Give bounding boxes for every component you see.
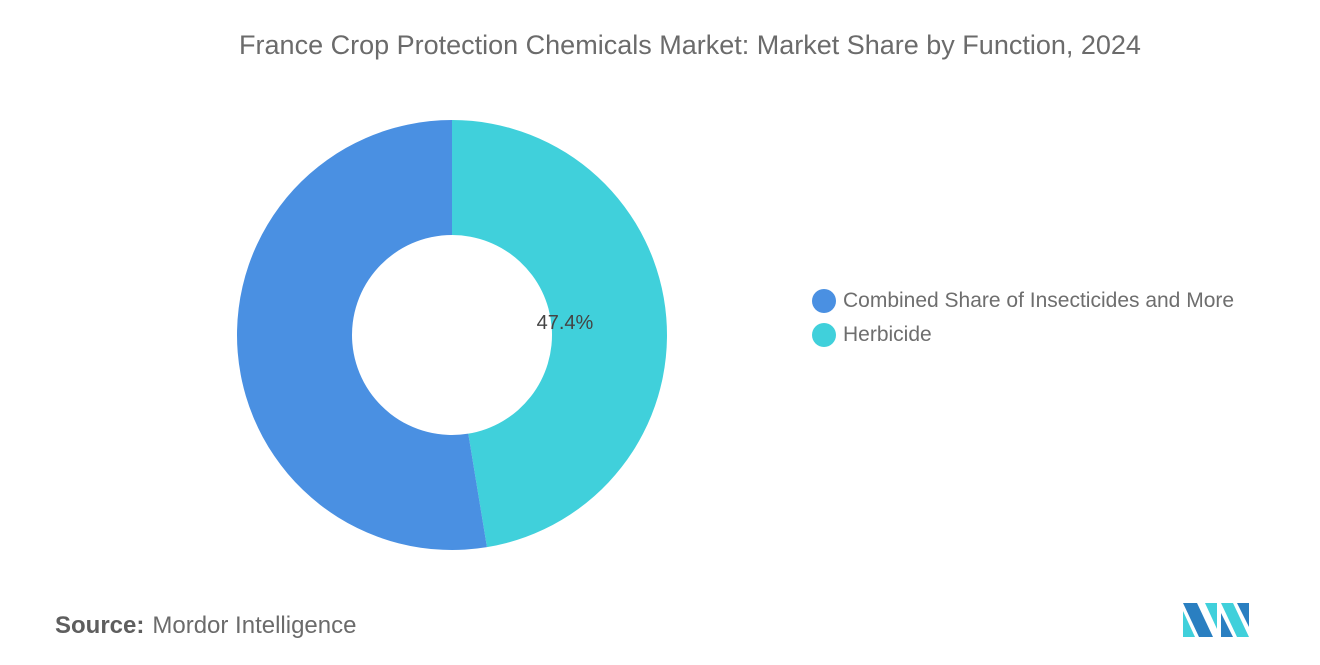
source-note: Source: Mordor Intelligence — [55, 612, 356, 640]
legend-label: Combined Share of Insecticides and More — [843, 289, 1235, 312]
mordor-intelligence-logo — [1183, 603, 1249, 637]
slice-combined[interactable] — [236, 120, 487, 551]
source-value: Mordor Intelligence — [152, 612, 357, 639]
legend-item-herbicide[interactable]: Herbicide — [812, 318, 1234, 352]
legend: Combined Share of Insecticides and More … — [812, 284, 1234, 352]
chart-title: France Crop Protection Chemicals Market:… — [239, 30, 1141, 60]
data-label: 47.4% — [537, 312, 594, 334]
legend-swatch — [812, 323, 836, 347]
slice-herbicide[interactable] — [452, 120, 667, 548]
legend-swatch — [812, 289, 836, 313]
source-label: Source: — [55, 612, 145, 639]
legend-item-combined[interactable]: Combined Share of Insecticides and More — [812, 284, 1234, 318]
legend-label: Herbicide — [843, 323, 932, 346]
